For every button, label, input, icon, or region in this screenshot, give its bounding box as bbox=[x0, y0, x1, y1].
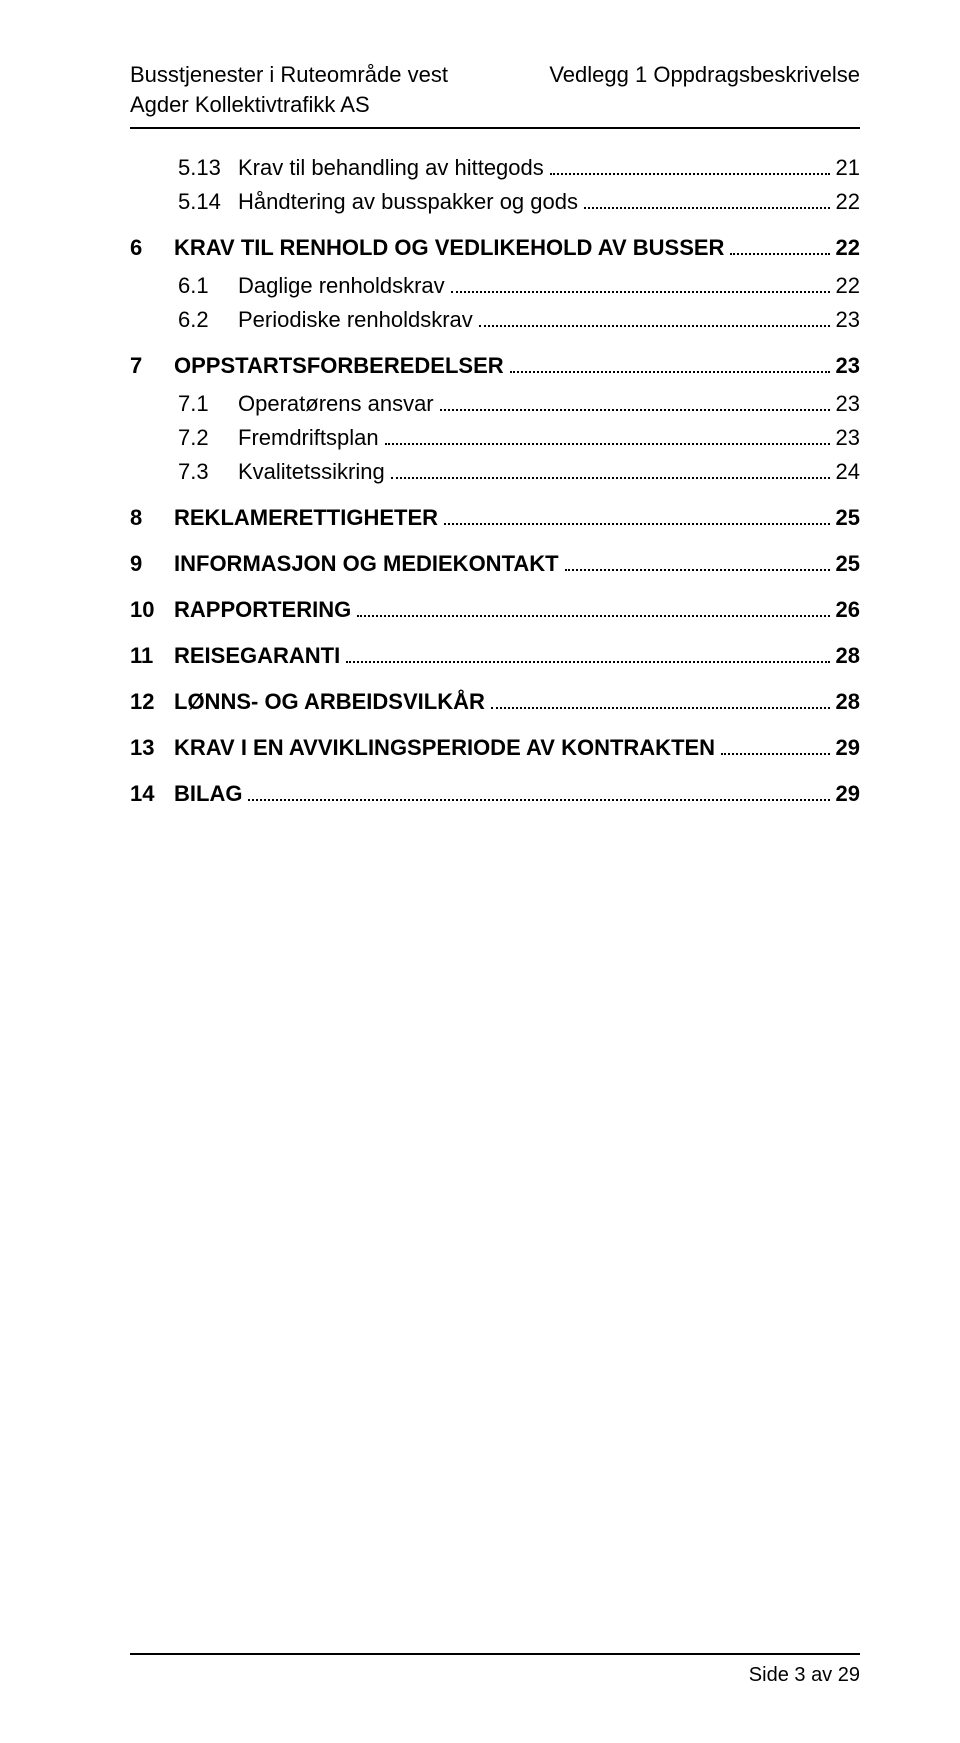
toc-entry-page: 28 bbox=[836, 691, 860, 713]
footer-page-number: Side 3 av 29 bbox=[749, 1664, 860, 1687]
toc-entry: 7OPPSTARTSFORBEREDELSER 23 bbox=[130, 355, 860, 377]
toc-entry-label: INFORMASJON OG MEDIEKONTAKT bbox=[174, 553, 559, 575]
toc-entry: 6.2Periodiske renholdskrav 23 bbox=[130, 309, 860, 331]
toc-entry: 8REKLAMERETTIGHETER 25 bbox=[130, 507, 860, 529]
toc-dot-leader bbox=[391, 465, 830, 479]
toc-dot-leader bbox=[584, 195, 830, 209]
toc-entry: 5.14Håndtering av busspakker og gods 22 bbox=[130, 191, 860, 213]
header-right: Vedlegg 1 Oppdragsbeskrivelse bbox=[549, 60, 860, 119]
toc-dot-leader bbox=[730, 241, 829, 255]
toc-entry-number: 11 bbox=[130, 645, 174, 667]
toc-entry: 12LØNNS- OG ARBEIDSVILKÅR 28 bbox=[130, 691, 860, 713]
toc-entry-label: LØNNS- OG ARBEIDSVILKÅR bbox=[174, 691, 485, 713]
toc-entry-label: BILAG bbox=[174, 783, 242, 805]
toc-entry-page: 23 bbox=[836, 427, 860, 449]
toc-dot-leader bbox=[479, 313, 830, 327]
toc-entry: 14BILAG 29 bbox=[130, 783, 860, 805]
toc-dot-leader bbox=[491, 695, 830, 709]
toc-entry-page: 21 bbox=[836, 157, 860, 179]
toc-entry-label: REKLAMERETTIGHETER bbox=[174, 507, 438, 529]
toc-entry-number: 12 bbox=[130, 691, 174, 713]
toc-entry-label: Håndtering av busspakker og gods bbox=[238, 191, 578, 213]
toc-entry-number: 7 bbox=[130, 355, 174, 377]
toc-entry-label: Krav til behandling av hittegods bbox=[238, 157, 544, 179]
toc-entry-number: 10 bbox=[130, 599, 174, 621]
toc-entry-label: Kvalitetssikring bbox=[238, 461, 385, 483]
toc-dot-leader bbox=[565, 557, 830, 571]
toc-entry-number: 5.14 bbox=[178, 191, 238, 213]
toc-entry: 11REISEGARANTI 28 bbox=[130, 645, 860, 667]
toc-entry: 6KRAV TIL RENHOLD OG VEDLIKEHOLD AV BUSS… bbox=[130, 237, 860, 259]
toc-entry-label: Daglige renholdskrav bbox=[238, 275, 445, 297]
toc-entry: 7.2Fremdriftsplan 23 bbox=[130, 427, 860, 449]
toc-entry-label: RAPPORTERING bbox=[174, 599, 351, 621]
toc-entry-page: 26 bbox=[836, 599, 860, 621]
toc-dot-leader bbox=[510, 359, 830, 373]
toc-entry-page: 29 bbox=[836, 737, 860, 759]
footer-rule bbox=[130, 1653, 860, 1655]
toc-entry-page: 22 bbox=[836, 275, 860, 297]
toc-entry-label: Fremdriftsplan bbox=[238, 427, 379, 449]
toc-entry-number: 8 bbox=[130, 507, 174, 529]
toc-entry-page: 22 bbox=[836, 237, 860, 259]
toc-dot-leader bbox=[346, 649, 829, 663]
toc-entry: 5.13Krav til behandling av hittegods 21 bbox=[130, 157, 860, 179]
toc-entry-number: 6.1 bbox=[178, 275, 238, 297]
page-header: Busstjenester i Ruteområde vest Agder Ko… bbox=[130, 60, 860, 119]
table-of-contents: 5.13Krav til behandling av hittegods215.… bbox=[130, 157, 860, 805]
toc-entry-number: 5.13 bbox=[178, 157, 238, 179]
toc-entry: 7.1Operatørens ansvar 23 bbox=[130, 393, 860, 415]
toc-entry-page: 23 bbox=[836, 309, 860, 331]
header-right-line1: Vedlegg 1 Oppdragsbeskrivelse bbox=[549, 60, 860, 90]
toc-entry-number: 6.2 bbox=[178, 309, 238, 331]
toc-entry-number: 7.1 bbox=[178, 393, 238, 415]
toc-entry-label: KRAV TIL RENHOLD OG VEDLIKEHOLD AV BUSSE… bbox=[174, 237, 724, 259]
toc-entry-number: 13 bbox=[130, 737, 174, 759]
toc-entry-page: 29 bbox=[836, 783, 860, 805]
toc-entry-label: Periodiske renholdskrav bbox=[238, 309, 473, 331]
toc-entry-page: 25 bbox=[836, 553, 860, 575]
toc-dot-leader bbox=[550, 161, 830, 175]
toc-entry-page: 22 bbox=[836, 191, 860, 213]
toc-entry-page: 24 bbox=[836, 461, 860, 483]
toc-entry: 9INFORMASJON OG MEDIEKONTAKT 25 bbox=[130, 553, 860, 575]
toc-dot-leader bbox=[440, 397, 830, 411]
toc-dot-leader bbox=[721, 741, 829, 755]
toc-entry: 13KRAV I EN AVVIKLINGSPERIODE AV KONTRAK… bbox=[130, 737, 860, 759]
document-page: Busstjenester i Ruteområde vest Agder Ko… bbox=[0, 0, 960, 1743]
toc-dot-leader bbox=[385, 431, 830, 445]
toc-entry-page: 23 bbox=[836, 393, 860, 415]
toc-dot-leader bbox=[451, 279, 830, 293]
toc-entry-page: 23 bbox=[836, 355, 860, 377]
header-left: Busstjenester i Ruteområde vest Agder Ko… bbox=[130, 60, 448, 119]
toc-entry-label: REISEGARANTI bbox=[174, 645, 340, 667]
toc-dot-leader bbox=[357, 603, 829, 617]
toc-entry-label: OPPSTARTSFORBEREDELSER bbox=[174, 355, 504, 377]
toc-entry-number: 9 bbox=[130, 553, 174, 575]
toc-entry: 6.1Daglige renholdskrav 22 bbox=[130, 275, 860, 297]
header-left-line2: Agder Kollektivtrafikk AS bbox=[130, 90, 448, 120]
toc-entry-label: Operatørens ansvar bbox=[238, 393, 434, 415]
header-rule bbox=[130, 127, 860, 129]
toc-entry-number: 7.2 bbox=[178, 427, 238, 449]
toc-entry: 10RAPPORTERING 26 bbox=[130, 599, 860, 621]
toc-dot-leader bbox=[444, 511, 830, 525]
toc-entry-page: 28 bbox=[836, 645, 860, 667]
toc-entry-number: 14 bbox=[130, 783, 174, 805]
toc-entry-label: KRAV I EN AVVIKLINGSPERIODE AV KONTRAKTE… bbox=[174, 737, 715, 759]
toc-entry-page: 25 bbox=[836, 507, 860, 529]
header-left-line1: Busstjenester i Ruteområde vest bbox=[130, 60, 448, 90]
toc-entry-number: 6 bbox=[130, 237, 174, 259]
toc-entry-number: 7.3 bbox=[178, 461, 238, 483]
toc-dot-leader bbox=[248, 787, 829, 801]
toc-entry: 7.3Kvalitetssikring 24 bbox=[130, 461, 860, 483]
